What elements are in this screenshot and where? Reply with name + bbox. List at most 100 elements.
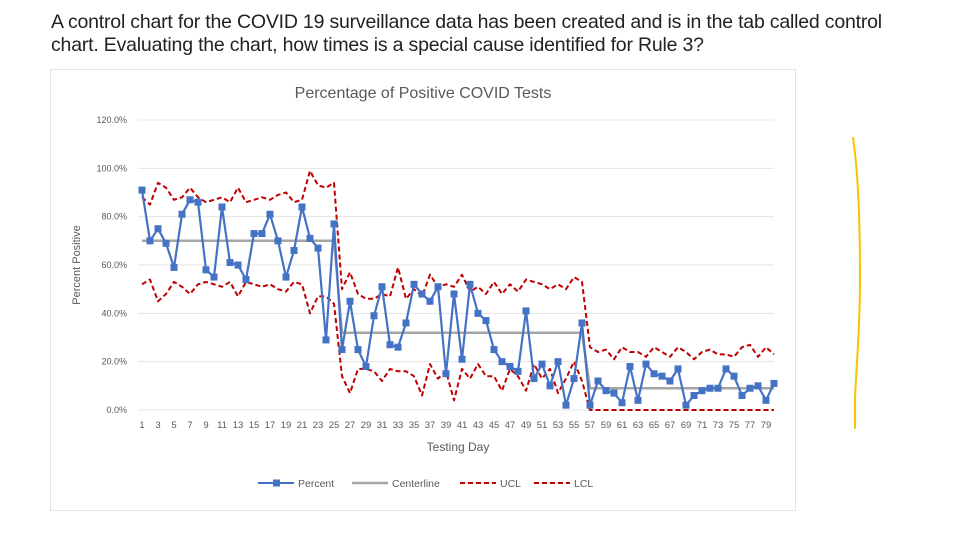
- percent-point: [162, 239, 170, 247]
- percent-point: [210, 273, 218, 281]
- x-tick-label: 29: [361, 420, 372, 431]
- percent-point: [706, 384, 714, 392]
- percent-point: [522, 307, 530, 315]
- x-tick-label: 31: [377, 420, 388, 431]
- x-tick-label: 67: [665, 420, 676, 431]
- x-tick-label: 43: [473, 420, 484, 431]
- y-tick-label: 100.0%: [96, 163, 127, 173]
- series-line-lcl: [141, 278, 774, 411]
- percent-point: [354, 346, 362, 354]
- percent-point: [570, 375, 578, 383]
- x-tick-label: 39: [441, 420, 452, 431]
- percent-point: [594, 377, 602, 385]
- x-tick-label: 23: [313, 420, 324, 431]
- percent-point: [458, 355, 466, 363]
- series-group: [138, 169, 778, 411]
- legend-label: Percent: [298, 478, 334, 490]
- percent-point: [410, 280, 418, 288]
- legend-label: UCL: [500, 478, 521, 490]
- percent-point: [250, 230, 258, 238]
- percent-point: [426, 297, 434, 305]
- x-tick-label: 79: [761, 420, 772, 431]
- x-tick-label: 49: [521, 420, 532, 431]
- percent-point: [682, 401, 690, 409]
- percent-point: [538, 360, 546, 368]
- legend-label: Centerline: [392, 478, 440, 490]
- legend-item-centerline: Centerline: [352, 478, 440, 490]
- percent-point: [394, 343, 402, 351]
- percent-point: [306, 234, 314, 242]
- y-tick-label: 20.0%: [101, 357, 127, 367]
- percent-point: [514, 367, 522, 375]
- percent-point: [370, 312, 378, 320]
- legend-item-lcl: LCL: [534, 478, 593, 490]
- question-line-2: chart. Evaluating the chart, how times i…: [51, 34, 704, 56]
- percent-point: [618, 399, 626, 407]
- percent-point: [194, 198, 202, 206]
- percent-point: [554, 358, 562, 366]
- x-tick-label: 51: [537, 420, 548, 431]
- percent-point: [634, 396, 642, 404]
- percent-point: [234, 261, 242, 269]
- percent-point: [714, 384, 722, 392]
- x-axis-ticks: 1 3 5 7 9 11 13 15 17 19 21 23 25 27 29 31 33 35 37 39 41 43 4…: [139, 420, 771, 431]
- x-tick-label: 59: [601, 420, 612, 431]
- x-tick-label: 77: [745, 420, 756, 431]
- x-tick-label: 25: [329, 420, 340, 431]
- legend-item-ucl: UCL: [460, 478, 521, 490]
- x-tick-label: 15: [249, 420, 260, 431]
- percent-point: [226, 259, 234, 267]
- x-tick-label: 5: [171, 420, 176, 431]
- legend-label: LCL: [574, 478, 593, 490]
- legend-marker: [273, 479, 280, 487]
- chart-area: [50, 69, 796, 511]
- y-tick-label: 120.0%: [96, 115, 127, 125]
- percent-point: [146, 237, 154, 245]
- percent-point: [562, 401, 570, 409]
- x-tick-label: 71: [697, 420, 708, 431]
- percent-point: [722, 365, 730, 373]
- percent-point: [578, 319, 586, 327]
- percent-point: [442, 370, 450, 378]
- y-axis-label: Percent Positive: [71, 225, 83, 304]
- x-tick-label: 75: [729, 420, 740, 431]
- y-tick-label: 0.0%: [106, 405, 127, 415]
- x-tick-label: 9: [203, 420, 208, 431]
- x-tick-label: 35: [409, 420, 420, 431]
- x-tick-label: 3: [155, 420, 160, 431]
- percent-point: [674, 365, 682, 373]
- percent-point: [530, 375, 538, 383]
- x-tick-label: 45: [489, 420, 500, 431]
- x-tick-label: 7: [187, 420, 192, 431]
- percent-point: [482, 317, 490, 325]
- percent-point: [738, 392, 746, 399]
- percent-point: [658, 372, 666, 380]
- percent-point: [282, 273, 290, 281]
- percent-point: [330, 220, 338, 228]
- percent-point: [650, 370, 658, 378]
- percent-point: [338, 346, 346, 354]
- percent-point: [666, 377, 674, 385]
- percent-point: [754, 382, 762, 390]
- percent-point: [202, 266, 210, 274]
- percent-point: [298, 203, 306, 211]
- x-tick-label: 63: [633, 420, 644, 431]
- percent-point: [170, 263, 178, 271]
- x-tick-label: 13: [233, 420, 244, 431]
- x-tick-label: 19: [281, 420, 292, 431]
- percent-point: [258, 230, 266, 238]
- percent-point: [466, 280, 474, 288]
- percent-point: [730, 372, 738, 380]
- percent-point: [346, 297, 354, 305]
- percent-point: [138, 186, 146, 194]
- question-text: A control chart for the COVID 19 surveil…: [51, 11, 931, 57]
- series-line-ucl: [141, 169, 775, 361]
- percent-point: [762, 396, 770, 404]
- question-line-1: A control chart for the COVID 19 surveil…: [51, 11, 882, 33]
- x-tick-label: 47: [505, 420, 516, 431]
- percent-point: [362, 363, 370, 370]
- y-tick-label: 60.0%: [101, 260, 127, 270]
- percent-point: [450, 290, 458, 298]
- percent-point: [746, 384, 754, 392]
